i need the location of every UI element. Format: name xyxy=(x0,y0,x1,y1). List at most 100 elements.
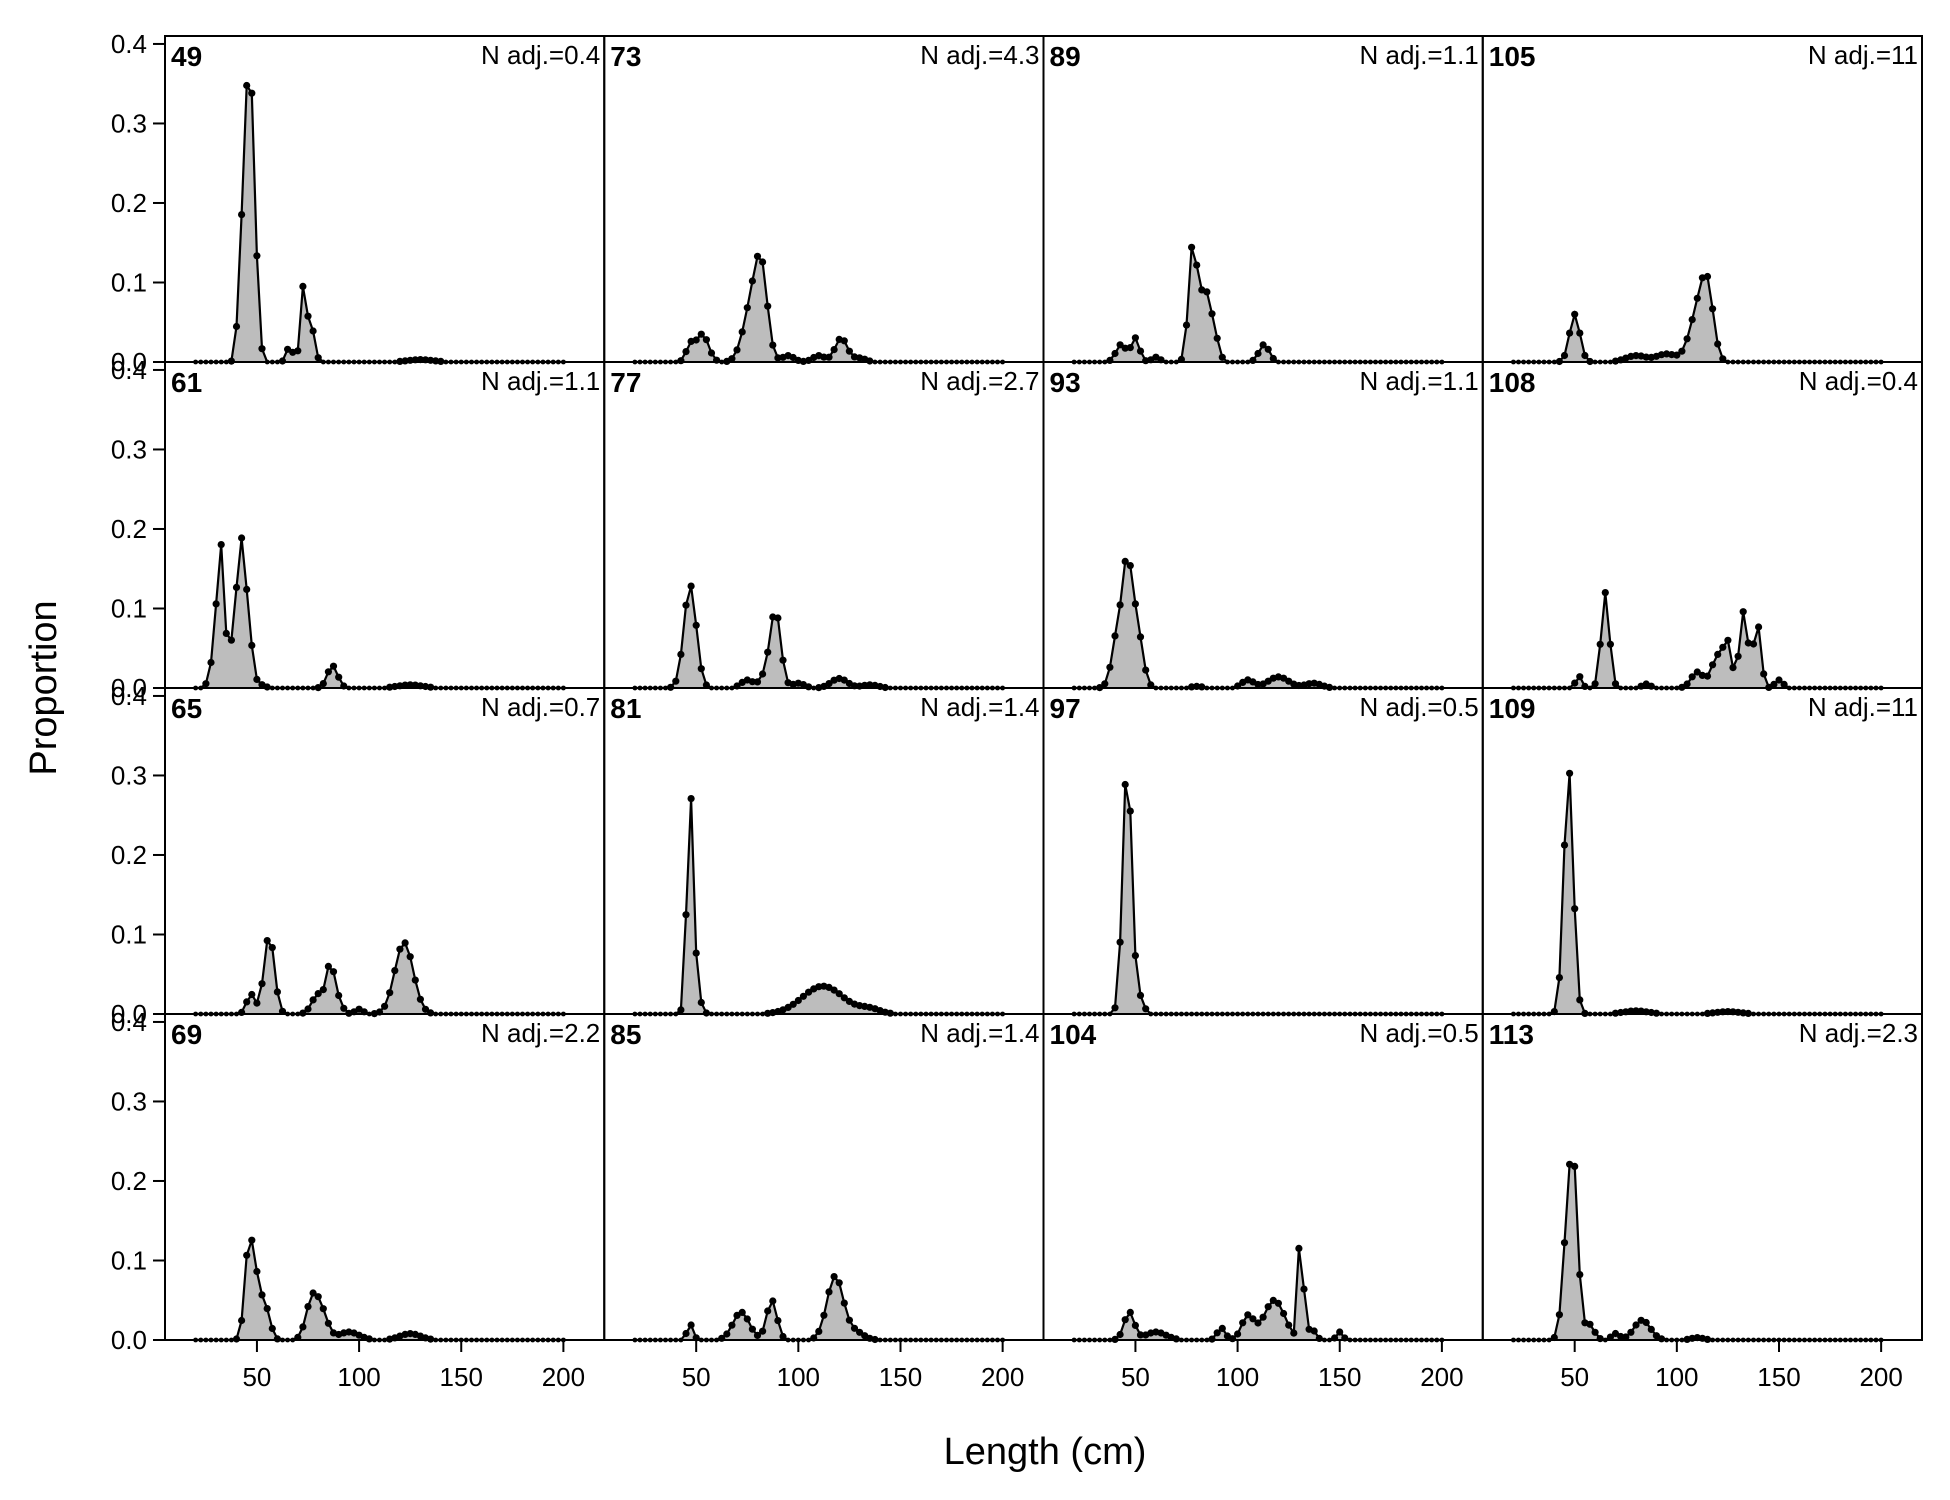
data-point xyxy=(1136,991,1145,1000)
data-point xyxy=(406,681,414,689)
panel-108-area xyxy=(1513,592,1882,688)
data-point xyxy=(294,347,302,355)
data-point xyxy=(1126,562,1134,570)
data-point xyxy=(406,953,414,961)
data-point xyxy=(365,1335,373,1343)
data-point xyxy=(253,675,261,684)
panel-108-label: 108 xyxy=(1489,367,1536,398)
panel-73-area xyxy=(634,256,1003,362)
data-point xyxy=(1121,1316,1129,1324)
data-point xyxy=(1121,780,1129,789)
y-tick-label: 0.1 xyxy=(111,593,147,623)
y-tick-label: 0.2 xyxy=(111,514,147,544)
data-point xyxy=(759,1327,767,1335)
panel-89-n-adj: N adj.=1.1 xyxy=(1360,40,1479,70)
data-point xyxy=(248,89,256,97)
data-point xyxy=(1749,640,1758,648)
data-point xyxy=(1755,623,1763,631)
data-point xyxy=(1581,351,1589,360)
data-point xyxy=(329,662,338,670)
panel-97-frame xyxy=(1042,687,1484,1015)
data-point xyxy=(1285,1321,1293,1329)
data-point xyxy=(1586,1320,1594,1328)
data-point xyxy=(1259,341,1267,349)
panel-97-area xyxy=(1074,784,1442,1014)
panel-93-label: 93 xyxy=(1050,367,1081,398)
x-tick-label: 150 xyxy=(440,1362,483,1392)
panel-105-label: 105 xyxy=(1489,41,1536,72)
data-point xyxy=(1193,261,1201,269)
data-point xyxy=(227,636,235,644)
data-point xyxy=(733,1311,741,1319)
data-point xyxy=(243,998,251,1006)
x-tick-label: 50 xyxy=(1560,1362,1589,1392)
panel-108-n-adj: N adj.=0.4 xyxy=(1799,366,1918,396)
data-point xyxy=(258,1291,266,1299)
data-point xyxy=(1274,1299,1282,1307)
data-point xyxy=(1709,661,1717,669)
data-point xyxy=(253,999,261,1007)
data-point xyxy=(1606,640,1614,648)
panel-49-n-adj: N adj.=0.4 xyxy=(481,40,600,70)
data-point xyxy=(697,665,705,673)
y-tick-label: 0.2 xyxy=(111,840,147,870)
data-point xyxy=(1203,288,1211,296)
panel-61-area xyxy=(195,538,564,688)
panel-105: 105 N adj.=11 xyxy=(1481,35,1923,366)
y-tick-label: 0.3 xyxy=(111,434,147,464)
panel-49-frame xyxy=(164,35,606,363)
y-tick-label: 0.2 xyxy=(111,1166,147,1196)
y-tick-label: 0.0 xyxy=(111,347,147,377)
data-point xyxy=(319,986,327,994)
data-point xyxy=(738,328,746,336)
data-point xyxy=(1560,841,1569,849)
panel-97-label: 97 xyxy=(1050,693,1081,724)
data-point xyxy=(1647,1325,1655,1333)
data-point xyxy=(1775,676,1783,684)
data-point xyxy=(840,1299,848,1307)
data-point xyxy=(1770,680,1778,689)
data-point xyxy=(748,277,757,285)
data-point xyxy=(677,1006,685,1014)
data-point xyxy=(1566,769,1574,777)
data-point xyxy=(677,357,685,365)
y-tick-label: 0.4 xyxy=(111,681,147,711)
data-point xyxy=(1336,1328,1344,1336)
panel-93: 93 N adj.=1.1 xyxy=(1042,361,1484,692)
data-point xyxy=(1126,1308,1134,1316)
data-point xyxy=(815,1327,823,1335)
data-point xyxy=(748,1325,757,1333)
data-point xyxy=(682,601,690,609)
data-point xyxy=(769,341,777,349)
data-point xyxy=(263,1305,271,1313)
data-point xyxy=(687,795,695,803)
x-tick-label: 200 xyxy=(1859,1362,1902,1392)
panel-69: 69 N adj.=2.2 xyxy=(164,1013,606,1343)
panel-108: 108 N adj.=0.4 xyxy=(1481,361,1923,692)
data-point xyxy=(411,976,419,984)
data-point xyxy=(1239,1319,1247,1327)
data-point xyxy=(1121,557,1129,566)
panel-61-n-adj: N adj.=1.1 xyxy=(481,366,600,396)
x-tick-label: 150 xyxy=(879,1362,922,1392)
data-point xyxy=(1780,680,1788,689)
y-tick-label: 0.0 xyxy=(111,673,147,703)
y-tick-label: 0.3 xyxy=(111,1086,147,1116)
data-point xyxy=(1295,1244,1303,1252)
panel-113: 113 N adj.=2.3 xyxy=(1481,1013,1923,1343)
data-point xyxy=(396,945,404,953)
data-point xyxy=(1642,1318,1650,1327)
data-point xyxy=(1218,353,1226,361)
data-point xyxy=(427,1009,435,1017)
data-point xyxy=(697,998,705,1007)
panel-89-frame xyxy=(1042,35,1484,363)
panel-105-n-adj: N adj.=11 xyxy=(1808,40,1918,70)
panel-104: 104 N adj.=0.5 xyxy=(1042,1013,1484,1343)
panel-65-area xyxy=(195,940,564,1014)
panel-89: 89 N adj.=1.1 xyxy=(1042,35,1484,365)
data-point xyxy=(1131,600,1139,608)
data-point xyxy=(1719,355,1727,363)
x-tick-label: 150 xyxy=(1757,1362,1800,1392)
data-point xyxy=(1131,952,1139,960)
panel-108-frame xyxy=(1481,361,1923,689)
